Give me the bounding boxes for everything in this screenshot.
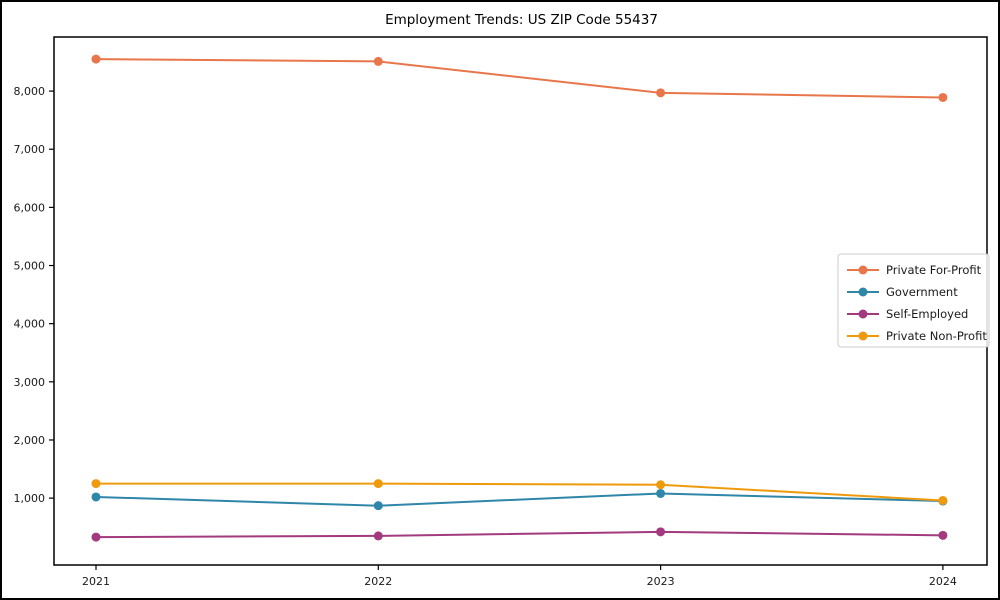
legend-box	[837, 253, 990, 348]
y-tick-label: 5,000	[14, 260, 46, 273]
series-line-self-employed	[95, 530, 943, 539]
series-line-private-for-profit	[95, 58, 943, 99]
data-point[interactable]	[656, 480, 666, 490]
data-point[interactable]	[656, 88, 666, 98]
data-point[interactable]	[656, 488, 666, 498]
x-tick-label: 2022	[364, 575, 392, 588]
data-point[interactable]	[373, 531, 383, 541]
legend-marker-dot	[858, 265, 868, 275]
y-tick-label: 8,000	[14, 85, 46, 98]
y-tick-label: 1,000	[14, 492, 46, 505]
y-tick-label: 2,000	[14, 434, 46, 447]
y-tick-label: 3,000	[14, 376, 46, 389]
data-point[interactable]	[91, 532, 101, 542]
legend-marker-dot	[858, 309, 868, 319]
x-tick-label: 2023	[647, 575, 675, 588]
legend-marker-dot	[858, 287, 868, 297]
data-point[interactable]	[938, 92, 948, 102]
chart-title: Employment Trends: US ZIP Code 55437	[385, 12, 658, 28]
series-line-government	[95, 492, 943, 507]
legend-item-label[interactable]: Self-Employed	[886, 307, 968, 321]
data-point[interactable]	[91, 479, 101, 489]
data-point[interactable]	[656, 527, 666, 537]
legend-marker-dot	[858, 331, 868, 341]
y-tick-label: 7,000	[14, 143, 46, 156]
data-point[interactable]	[373, 479, 383, 489]
data-point[interactable]	[91, 492, 101, 502]
x-tick-label: 2021	[82, 575, 110, 588]
x-tick-label: 2024	[929, 575, 957, 588]
data-point[interactable]	[373, 501, 383, 511]
y-tick-label: 6,000	[14, 201, 46, 214]
series-line-private-non-profit	[96, 482, 943, 502]
data-point[interactable]	[373, 56, 383, 66]
data-point[interactable]	[91, 54, 101, 64]
legend-item-label[interactable]: Government	[886, 285, 958, 299]
data-point[interactable]	[938, 530, 948, 540]
data-point[interactable]	[938, 495, 948, 505]
y-tick-label: 4,000	[14, 318, 46, 331]
legend-item-label[interactable]: Private For-Profit	[886, 263, 982, 277]
legend-item-label[interactable]: Private Non-Profit	[886, 329, 987, 343]
